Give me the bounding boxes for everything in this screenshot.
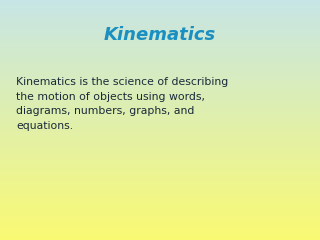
Text: Kinematics is the science of describing
the motion of objects using words,
diagr: Kinematics is the science of describing … <box>16 77 228 131</box>
Text: Kinematics: Kinematics <box>104 26 216 44</box>
